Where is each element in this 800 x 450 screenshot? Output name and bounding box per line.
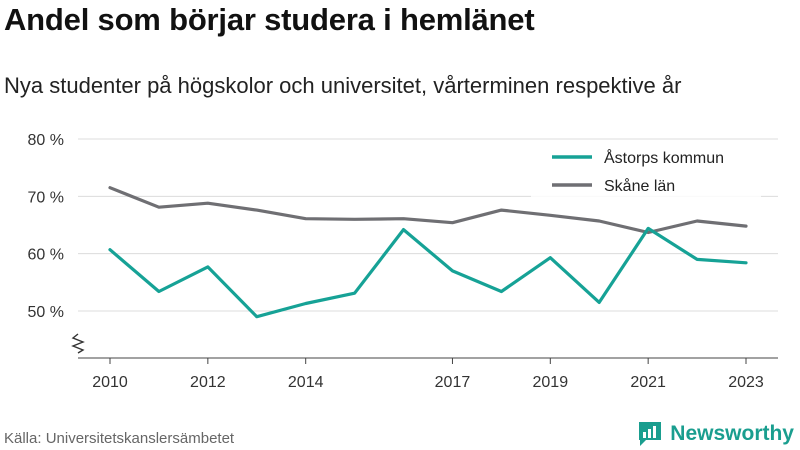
legend-label: Skåne län bbox=[604, 177, 675, 195]
newsworthy-logo-icon bbox=[639, 422, 662, 446]
series-line bbox=[108, 186, 748, 235]
x-tick-label: 2021 bbox=[630, 374, 666, 391]
source-note: Källa: Universitetskanslersämbetet bbox=[4, 430, 235, 447]
x-tick-label: 2014 bbox=[288, 374, 324, 391]
legend-box bbox=[531, 141, 761, 203]
y-tick-label: 80 % bbox=[28, 132, 64, 149]
legend-label: Åstorps kommun bbox=[604, 148, 724, 167]
x-tick-label: 2019 bbox=[533, 374, 569, 391]
chart-subtitle: Nya studenter på högskolor och universit… bbox=[4, 73, 682, 98]
x-axis bbox=[71, 333, 778, 364]
brand-name: Newsworthy bbox=[670, 422, 794, 445]
x-tick-label: 2017 bbox=[435, 374, 471, 391]
line-chart: 50 % 60 % 70 % 80 % 2010 2012 2014 2017 2019 202… bbox=[28, 132, 778, 391]
series-lines bbox=[108, 186, 748, 319]
y-tick-label: 60 % bbox=[28, 247, 64, 264]
axis-break-mark bbox=[71, 333, 85, 354]
brand-logo: Newsworthy bbox=[637, 420, 794, 448]
legend: Åstorps kommun Skåne län bbox=[531, 141, 761, 203]
x-tick-label: 2010 bbox=[92, 374, 128, 391]
x-tick-label: 2012 bbox=[190, 374, 226, 391]
chart-title: Andel som börjar studera i hemlänet bbox=[4, 2, 535, 37]
y-axis-labels: 50 % 60 % 70 % 80 % bbox=[28, 132, 64, 321]
y-tick-label: 50 % bbox=[28, 304, 64, 321]
y-tick-label: 70 % bbox=[28, 189, 64, 206]
series-line bbox=[108, 226, 748, 319]
x-axis-labels: 2010 2012 2014 2017 2019 2021 2023 bbox=[92, 374, 764, 391]
x-tick-label: 2023 bbox=[728, 374, 764, 391]
